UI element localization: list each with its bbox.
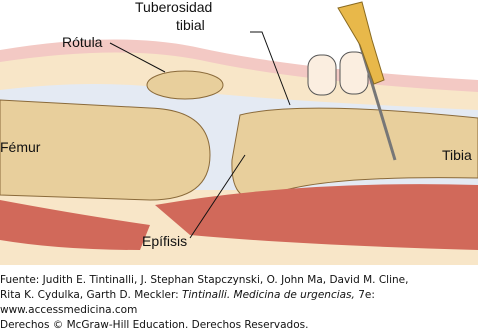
leader-line [189,154,246,239]
label: Tibia [442,147,472,163]
caption: Derechos © McGraw-Hill Education. Derech… [0,319,308,331]
label: Rótula [62,34,103,50]
leader-line [109,42,166,73]
caption: Fuente: Judith E. Tintinalli, J. Stephan… [0,274,408,286]
caption-part: Rita K. Cydulka, Garth D. Meckler: [0,289,182,301]
label: tibial [176,17,205,33]
femur [0,99,211,201]
caption-title: Tintinalli. Medicina de urgencias, [182,289,355,301]
label: Epífisis [142,233,187,249]
caption-part: 7e: [355,289,375,301]
leader-line [250,31,291,106]
caption: Rita K. Cydulka, Garth D. Meckler: Tinti… [0,289,375,301]
muscle [155,184,478,250]
label: Fémur [0,139,41,155]
muscle [0,200,150,250]
patella [146,70,224,100]
illustration [0,1,478,266]
label: Tuberosidad [135,0,212,15]
finger [307,54,337,96]
caption: www.accessmedicina.com [0,304,137,316]
needle-hub [337,1,385,85]
